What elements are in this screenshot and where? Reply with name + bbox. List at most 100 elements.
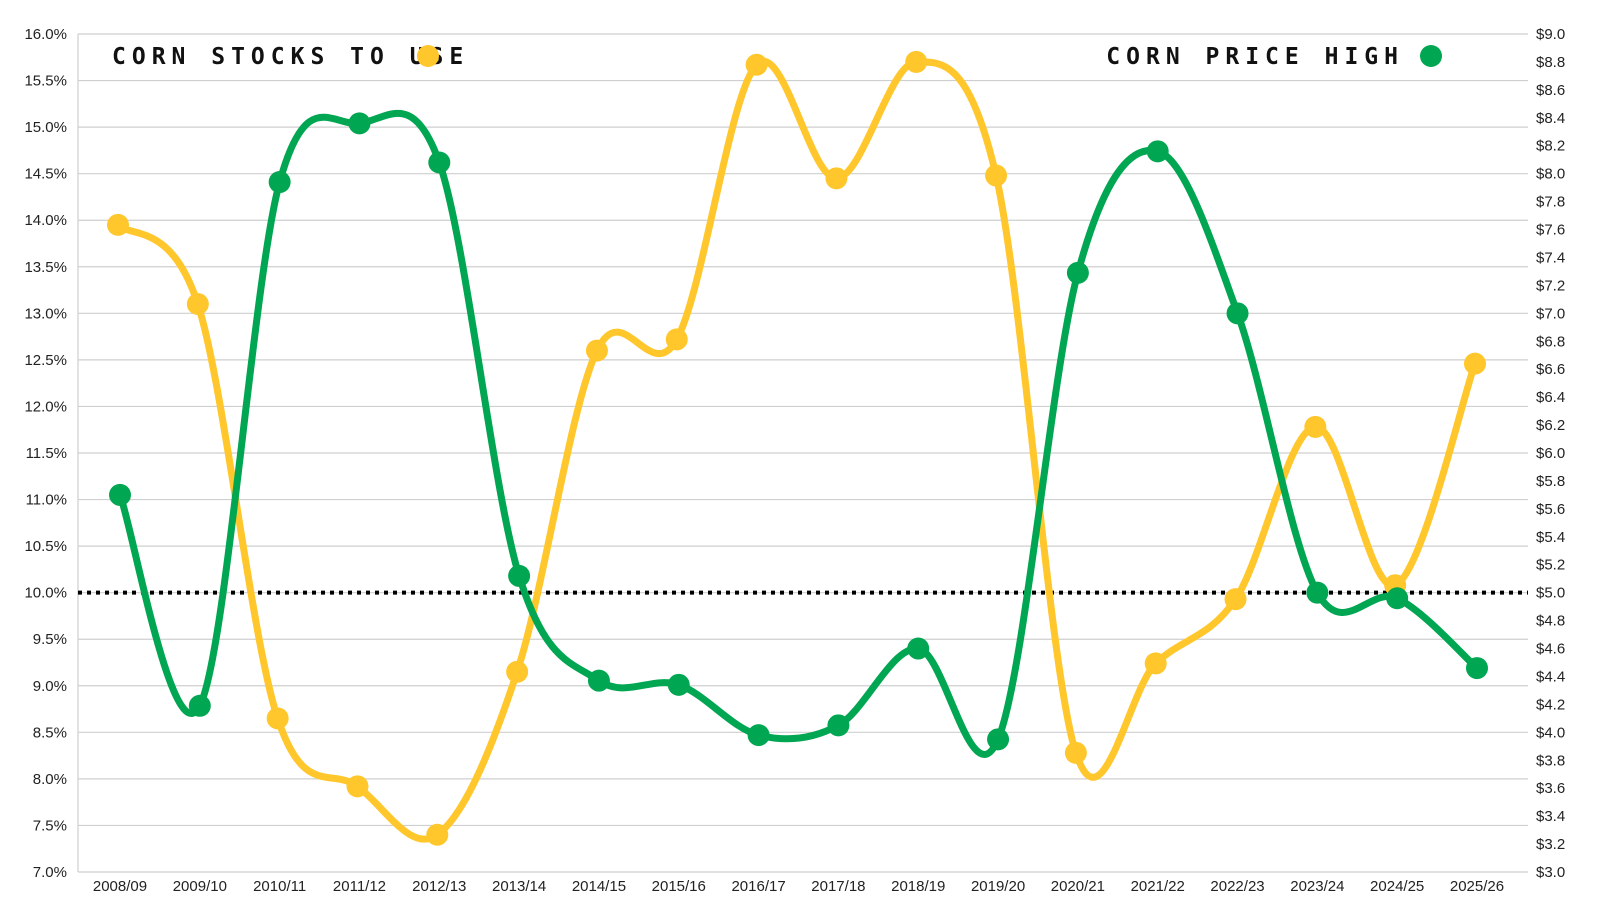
right-tick-label: $9.0 [1536, 26, 1565, 43]
left-tick-label: 8.5% [33, 724, 67, 741]
right-tick-label: $5.2 [1536, 557, 1565, 574]
legend-stocks-to-use: CORN STOCKS TO USE [112, 44, 469, 70]
series-layer [107, 50, 1488, 846]
left-tick-label: 9.5% [33, 631, 67, 648]
right-tick-label: $5.6 [1536, 501, 1565, 518]
x-tick-label: 2022/23 [1210, 878, 1264, 895]
data-point [1386, 587, 1409, 610]
x-tick-label: 2012/13 [412, 878, 466, 895]
left-tick-label: 13.5% [24, 259, 67, 276]
data-point [745, 53, 768, 76]
data-point [1064, 741, 1087, 764]
x-tick-label: 2018/19 [891, 878, 945, 895]
data-point [907, 637, 930, 660]
x-tick-label: 2017/18 [811, 878, 865, 895]
data-point [508, 564, 531, 587]
data-point [1464, 352, 1486, 375]
legend-price-high: CORN PRICE HIGH [1106, 44, 1442, 70]
right-tick-label: $6.6 [1536, 361, 1565, 378]
x-tick-label: 2014/15 [572, 878, 626, 895]
left-tick-label: 11.5% [26, 445, 67, 462]
data-point [987, 728, 1010, 751]
data-point [1306, 581, 1329, 604]
right-tick-label: $6.0 [1536, 445, 1565, 462]
right-tick-label: $5.4 [1536, 529, 1565, 546]
left-tick-label: 10.0% [24, 585, 67, 602]
legend-price-high-marker [1420, 45, 1442, 67]
series-line [114, 58, 1479, 843]
right-tick-label: $4.4 [1536, 668, 1565, 685]
series-line [116, 109, 1481, 758]
x-tick-label: 2010/11 [253, 878, 306, 895]
right-tick-label: $3.8 [1536, 752, 1565, 769]
series-stocks-to-use [107, 50, 1486, 846]
right-tick-label: $7.2 [1536, 277, 1565, 294]
data-point [346, 775, 369, 798]
x-tick-label: 2008/09 [93, 878, 147, 895]
legend-price-high-label: CORN PRICE HIGH [1106, 44, 1404, 70]
left-tick-label: 9.0% [33, 678, 67, 695]
data-point [1226, 302, 1249, 325]
data-point [985, 164, 1008, 187]
right-tick-label: $3.0 [1536, 864, 1565, 881]
data-point [426, 823, 449, 846]
right-tick-label: $8.4 [1536, 110, 1565, 127]
left-tick-label: 7.5% [33, 817, 67, 834]
right-tick-label: $8.2 [1536, 138, 1565, 155]
data-point [506, 660, 529, 683]
x-tick-label: 2011/12 [333, 878, 386, 895]
data-point [1466, 657, 1488, 680]
left-tick-label: 10.5% [24, 538, 67, 555]
right-tick-label: $6.2 [1536, 417, 1565, 434]
x-tick-label: 2025/26 [1450, 878, 1504, 895]
x-axis-ticks: 2008/09 2009/10 2010/11 2011/12 2012/13 2013/… [93, 878, 1504, 895]
legend-stocks-to-use-label: CORN STOCKS TO USE [112, 44, 469, 70]
right-axis-ticks: $3.0 $3.2 $3.4 $3.6 $3.8 $4.0 $4.2 $4.4 $4.6 $4.8… [1536, 26, 1565, 881]
data-point [186, 293, 209, 316]
data-point [1304, 415, 1327, 438]
x-tick-label: 2021/22 [1131, 878, 1185, 895]
left-tick-label: 12.5% [24, 352, 67, 369]
data-point [266, 707, 289, 730]
left-tick-label: 15.5% [24, 73, 67, 90]
right-tick-label: $5.8 [1536, 473, 1565, 490]
right-tick-label: $8.0 [1536, 166, 1565, 183]
data-point [747, 724, 770, 747]
right-tick-label: $4.2 [1536, 696, 1565, 713]
x-tick-label: 2016/17 [731, 878, 785, 895]
left-tick-label: 12.0% [24, 398, 67, 415]
left-tick-label: 11.0% [26, 492, 67, 509]
right-tick-label: $8.6 [1536, 82, 1565, 99]
right-tick-label: $3.6 [1536, 780, 1565, 797]
data-point [188, 694, 211, 717]
right-tick-label: $8.8 [1536, 54, 1565, 71]
right-tick-label: $7.4 [1536, 249, 1565, 266]
right-tick-label: $7.0 [1536, 305, 1565, 322]
right-tick-label: $5.0 [1536, 585, 1565, 602]
left-tick-label: 14.0% [24, 212, 67, 229]
right-tick-label: $7.6 [1536, 222, 1565, 239]
left-axis-ticks: 7.0% 7.5% 8.0% 8.5% 9.0% 9.5% 10.0% 10.5% 11.0% 1… [24, 26, 67, 881]
legend-stocks-to-use-marker [417, 45, 439, 67]
x-tick-label: 2009/10 [173, 878, 227, 895]
data-point [827, 714, 850, 737]
data-point [268, 171, 291, 194]
data-point [1066, 261, 1089, 284]
left-tick-label: 8.0% [33, 771, 67, 788]
data-point [587, 669, 610, 692]
x-tick-label: 2024/25 [1370, 878, 1424, 895]
right-tick-label: $4.8 [1536, 613, 1565, 630]
right-tick-label: $6.8 [1536, 333, 1565, 350]
data-point [825, 167, 848, 190]
left-tick-label: 13.0% [24, 305, 67, 322]
left-tick-label: 14.5% [24, 166, 67, 183]
x-tick-label: 2023/24 [1290, 878, 1344, 895]
x-tick-label: 2020/21 [1051, 878, 1105, 895]
grid-lines [77, 33, 1528, 873]
left-tick-label: 7.0% [33, 864, 67, 881]
x-tick-label: 2019/20 [971, 878, 1025, 895]
data-point [107, 213, 129, 236]
data-point [348, 112, 371, 135]
right-tick-label: $3.4 [1536, 808, 1565, 825]
